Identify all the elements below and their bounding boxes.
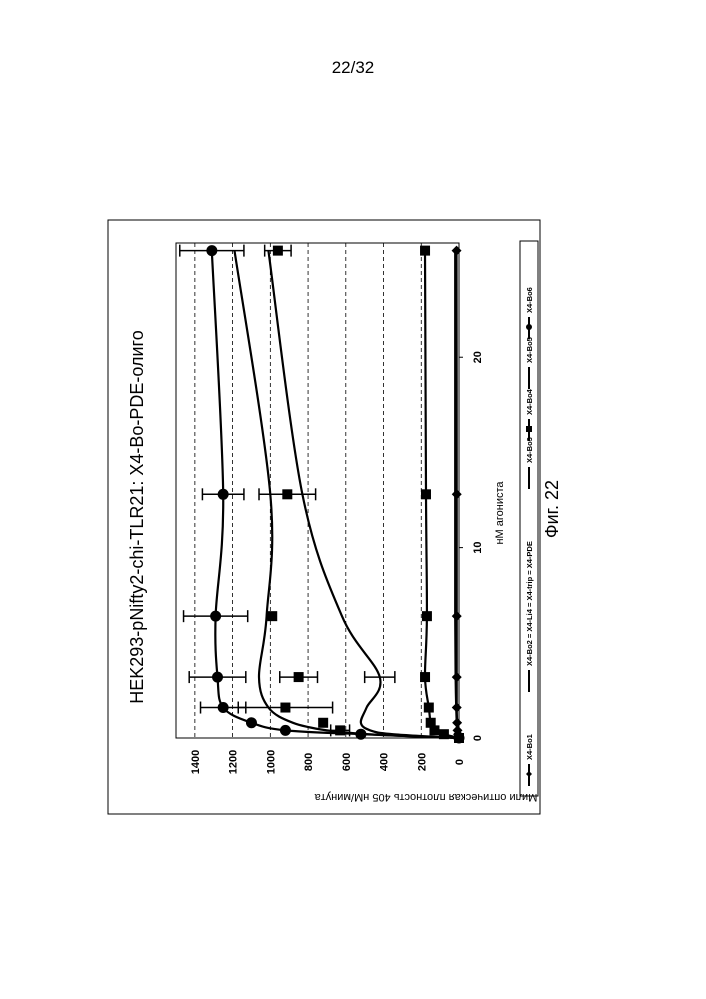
data-point [452, 718, 462, 728]
x-tick-label: 20 [472, 351, 484, 363]
y-axis-label: Мили оптическая плотность 405 нМ/минута [314, 791, 538, 803]
data-point [426, 718, 436, 728]
y-tick-label: 1000 [265, 750, 277, 774]
data-point [452, 611, 462, 621]
data-point [318, 718, 328, 728]
legend-label: X4-Bo2 = X4-Li4 = X4-trip = X4-PDE [525, 541, 534, 666]
legend: X4-Bo1 X4-Bo2 = X4-Li4 = X4-trip = X4-PDE… [525, 287, 534, 786]
data-point [439, 729, 449, 739]
data-point [452, 246, 462, 256]
legend-label: X4-Bo1 [525, 734, 534, 760]
data-point [273, 246, 283, 256]
data-point [267, 611, 277, 621]
data-point [452, 672, 462, 682]
plot-area [176, 243, 459, 738]
data-point [206, 245, 217, 256]
y-tick-label: 1200 [228, 750, 240, 774]
y-tick-label: 400 [379, 753, 391, 771]
data-point [282, 489, 292, 499]
data-point [421, 489, 431, 499]
data-point [335, 725, 345, 735]
grid-lines [195, 243, 421, 738]
legend-marker [526, 426, 532, 432]
data-point [294, 672, 304, 682]
data-markers [180, 245, 465, 744]
legend-marker [526, 324, 532, 330]
legend-label: X4-Bo5 [525, 337, 534, 363]
y-tick-label: 0 [454, 759, 466, 765]
y-tick-label: 200 [416, 753, 428, 771]
data-point [212, 672, 223, 683]
legend-label: X4-Bo3 [525, 437, 534, 463]
data-point [452, 489, 462, 499]
legend-label: X4-Bo4 [525, 388, 534, 415]
data-point [280, 725, 291, 736]
data-point [420, 672, 430, 682]
data-point [280, 703, 290, 713]
figure-caption: Фиг. 22 [540, 459, 564, 559]
legend-label: X4-Bo6 [525, 287, 534, 313]
data-point [452, 703, 462, 713]
data-point [420, 246, 430, 256]
data-point [355, 729, 366, 740]
data-point [218, 489, 229, 500]
data-point [454, 733, 465, 744]
y-tick-label: 1400 [190, 750, 202, 774]
data-point [246, 717, 257, 728]
x-axis-label: нМ агониста [494, 481, 506, 545]
x-tick-label: 0 [472, 735, 484, 741]
data-point [210, 611, 221, 622]
data-point [422, 611, 432, 621]
y-tick-label: 600 [341, 753, 353, 771]
chart-title: HEK293-pNifty2-chi-TLR21: X4-Bo-PDE-олиг… [127, 330, 147, 703]
tick-labels: 0 200 400 600 800 1000 1200 1400 0 10 20 [190, 351, 484, 774]
y-tick-label: 800 [303, 753, 315, 771]
x-tick-label: 10 [472, 541, 484, 553]
data-point [218, 702, 229, 713]
data-point [424, 703, 434, 713]
legend-marker [526, 771, 532, 777]
